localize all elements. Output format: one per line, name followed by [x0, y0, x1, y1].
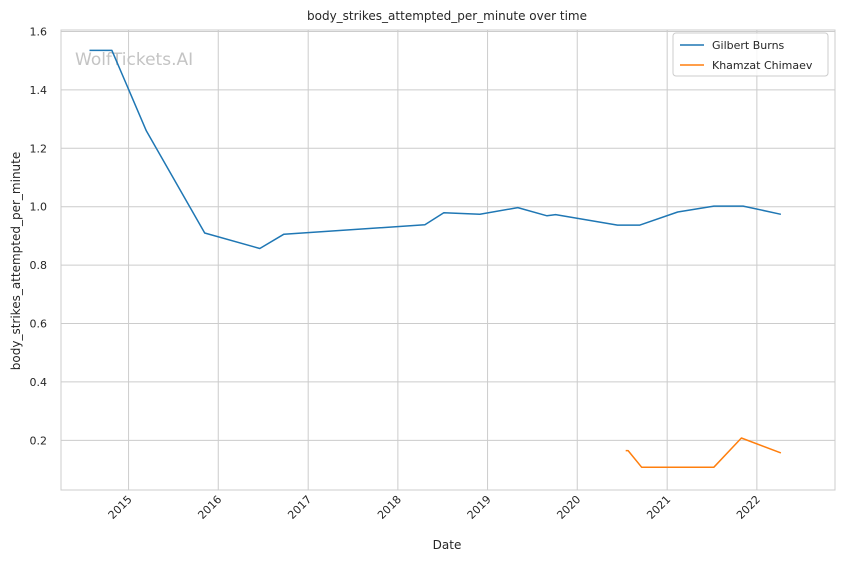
data-point-gilbert-burns: [546, 215, 548, 217]
legend-label-khamzat-chimaev: Khamzat Chimaev: [712, 59, 813, 72]
data-point-gilbert-burns: [617, 224, 619, 226]
gridlines: [61, 30, 835, 490]
data-point-gilbert-burns: [639, 224, 641, 226]
data-point-gilbert-burns: [89, 50, 91, 52]
y-tick-label: 0.6: [30, 318, 48, 331]
data-point-gilbert-burns: [443, 212, 445, 214]
watermark-text: WolfTickets.AI: [75, 50, 193, 70]
data-point-gilbert-burns: [283, 233, 285, 235]
series-layer: [89, 49, 782, 468]
data-point-gilbert-burns: [259, 248, 261, 250]
data-point-gilbert-burns: [780, 213, 782, 215]
data-point-khamzat-chimaev: [627, 450, 629, 452]
y-tick-label: 1.4: [30, 84, 48, 97]
legend-label-gilbert-burns: Gilbert Burns: [712, 39, 785, 52]
data-point-gilbert-burns: [742, 205, 744, 207]
legend-box: [672, 32, 829, 77]
plot-area: [60, 29, 836, 491]
y-tick-label: 0.4: [30, 376, 48, 389]
y-tick-label: 1.6: [30, 25, 48, 38]
data-point-gilbert-burns: [677, 211, 679, 213]
data-point-gilbert-burns: [713, 205, 715, 207]
y-tick-label: 0.8: [30, 259, 48, 272]
data-point-gilbert-burns: [517, 207, 519, 209]
data-point-gilbert-burns: [204, 232, 206, 234]
data-point-gilbert-burns: [145, 130, 147, 132]
x-axis-label: Date: [433, 538, 462, 552]
data-point-gilbert-burns: [111, 50, 113, 52]
data-point-gilbert-burns: [424, 224, 426, 226]
data-point-khamzat-chimaev: [740, 437, 742, 439]
y-tick-label: 1.0: [30, 201, 48, 214]
y-tick-label: 1.2: [30, 142, 48, 155]
y-tick-label: 0.2: [30, 434, 48, 447]
data-point-khamzat-chimaev: [641, 466, 643, 468]
data-point-khamzat-chimaev: [713, 466, 715, 468]
series-line-khamzat-chimaev: [625, 437, 782, 468]
y-axis-label: body_strikes_attempted_per_minute: [9, 152, 23, 370]
data-point-gilbert-burns: [479, 213, 481, 215]
series-line-gilbert-burns: [89, 49, 782, 250]
data-point-gilbert-burns: [555, 214, 557, 216]
chart-title: body_strikes_attempted_per_minute over t…: [307, 9, 587, 23]
data-point-khamzat-chimaev: [625, 450, 627, 452]
legend: Gilbert Burns Khamzat Chimaev: [672, 32, 829, 77]
data-point-khamzat-chimaev: [780, 452, 782, 454]
y-axis-ticks: 0.2 0.4 0.6 0.8 1.0 1.2 1.4 1.6: [30, 25, 48, 447]
